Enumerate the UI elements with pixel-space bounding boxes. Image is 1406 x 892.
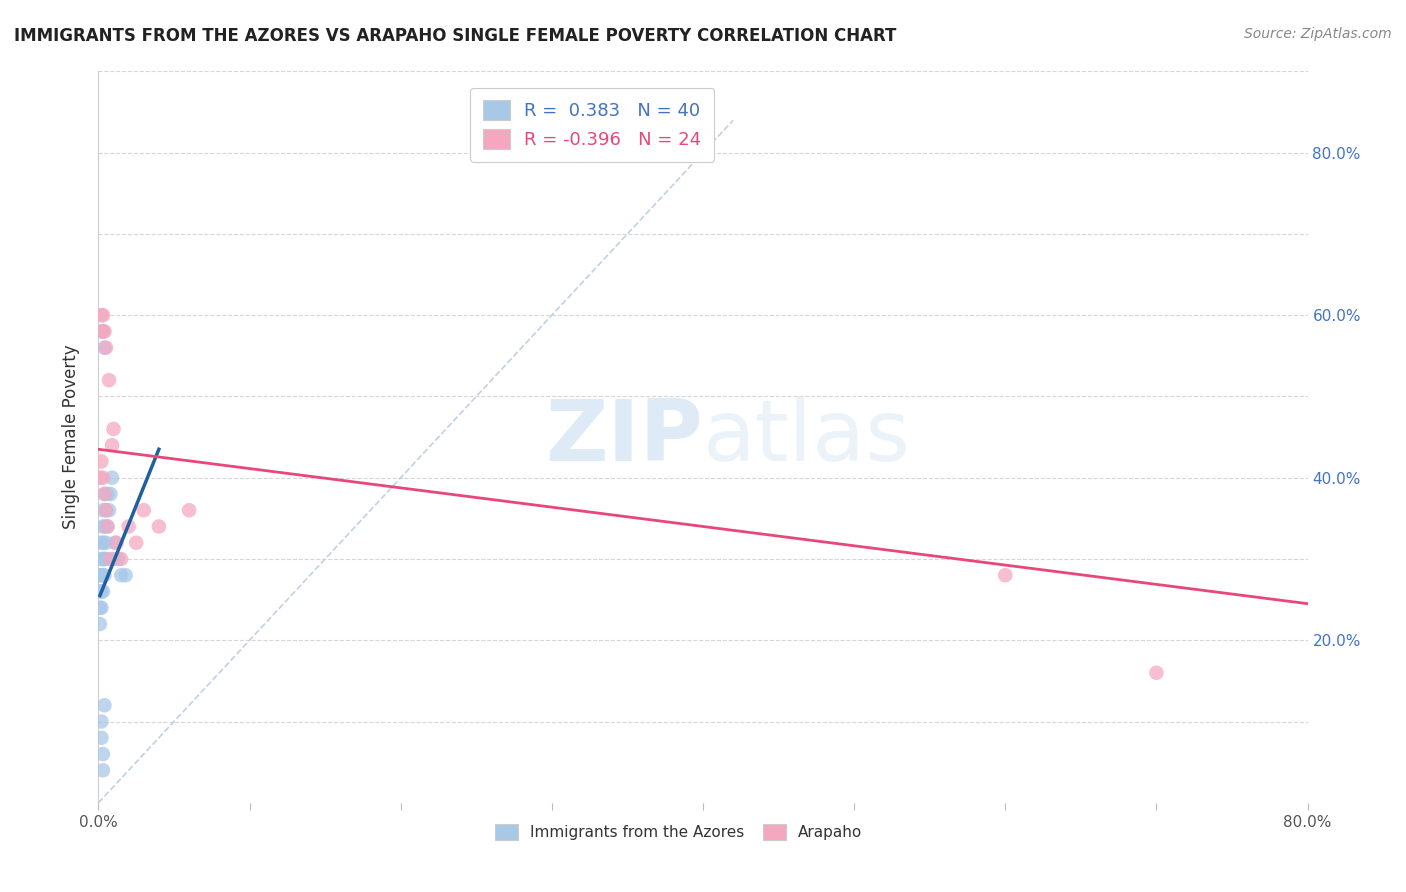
Point: [89, 600, 111, 615]
Point: [90, 714, 112, 729]
Point: [98, 373, 121, 387]
Point: [91, 552, 114, 566]
Text: ZIP: ZIP: [546, 395, 703, 479]
Point: [103, 422, 125, 436]
Point: [93, 341, 115, 355]
Point: [90, 325, 112, 339]
Point: [104, 535, 127, 549]
Point: [90, 584, 112, 599]
Point: [101, 471, 124, 485]
Point: [94, 503, 117, 517]
Point: [103, 552, 125, 566]
Point: [93, 519, 115, 533]
Point: [100, 552, 122, 566]
Point: [114, 568, 136, 582]
Point: [132, 503, 155, 517]
Point: [93, 552, 115, 566]
Point: [93, 487, 115, 501]
Point: [91, 568, 114, 582]
Point: [94, 535, 117, 549]
Point: [90, 568, 112, 582]
Point: [118, 519, 141, 533]
Point: [110, 552, 132, 566]
Point: [93, 568, 115, 582]
Point: [107, 552, 129, 566]
Point: [96, 519, 118, 533]
Point: [96, 487, 118, 501]
Point: [93, 487, 115, 501]
Point: [90, 535, 112, 549]
Point: [90, 552, 112, 566]
Legend: Immigrants from the Azores, Arapaho: Immigrants from the Azores, Arapaho: [489, 818, 869, 847]
Point: [89, 584, 111, 599]
Point: [89, 471, 111, 485]
Point: [994, 568, 1017, 582]
Text: IMMIGRANTS FROM THE AZORES VS ARAPAHO SINGLE FEMALE POVERTY CORRELATION CHART: IMMIGRANTS FROM THE AZORES VS ARAPAHO SI…: [14, 27, 897, 45]
Y-axis label: Single Female Poverty: Single Female Poverty: [62, 345, 80, 529]
Point: [93, 325, 115, 339]
Text: Source: ZipAtlas.com: Source: ZipAtlas.com: [1244, 27, 1392, 41]
Point: [91, 503, 114, 517]
Point: [90, 600, 112, 615]
Point: [100, 487, 122, 501]
Point: [91, 747, 114, 761]
Point: [110, 568, 132, 582]
Point: [148, 519, 170, 533]
Point: [91, 325, 114, 339]
Point: [91, 535, 114, 549]
Point: [125, 535, 148, 549]
Point: [105, 535, 128, 549]
Point: [91, 325, 114, 339]
Point: [101, 438, 124, 452]
Point: [91, 519, 114, 533]
Point: [91, 308, 114, 322]
Point: [91, 471, 114, 485]
Point: [89, 568, 111, 582]
Point: [89, 617, 111, 632]
Point: [94, 552, 117, 566]
Point: [94, 503, 117, 517]
Point: [91, 584, 114, 599]
Point: [98, 503, 121, 517]
Point: [90, 454, 112, 468]
Point: [93, 698, 115, 713]
Point: [96, 519, 118, 533]
Point: [90, 308, 112, 322]
Point: [179, 503, 201, 517]
Point: [91, 764, 114, 778]
Text: atlas: atlas: [703, 395, 911, 479]
Point: [1144, 665, 1167, 680]
Point: [94, 341, 117, 355]
Point: [90, 731, 112, 745]
